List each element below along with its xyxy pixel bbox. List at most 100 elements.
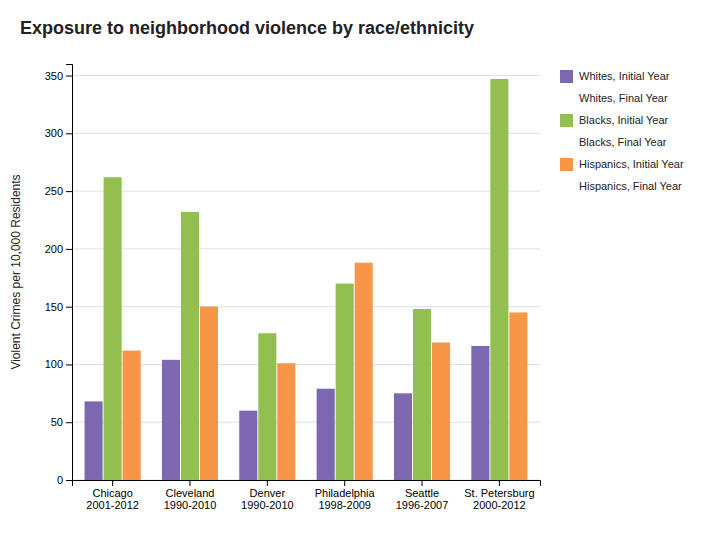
y-tick-mark (66, 480, 72, 481)
bar (104, 177, 122, 480)
x-tick: St. Petersburg2000-2012 (464, 480, 534, 511)
x-tick-label-line: 1998-2009 (318, 499, 371, 511)
bar (181, 212, 199, 480)
y-tick-label: 200 (45, 243, 63, 255)
x-tick: Chicago2001-2012 (86, 480, 139, 511)
y-tick-mark (66, 249, 72, 250)
x-tick-label-line: 1990-2010 (164, 499, 217, 511)
grid-line (72, 75, 540, 76)
x-tick-mark (112, 480, 113, 486)
y-tick-label: 350 (45, 70, 63, 82)
bar (336, 284, 354, 480)
bar (490, 79, 508, 480)
bar-series (104, 79, 509, 480)
x-tick-label: Cleveland1990-2010 (164, 487, 217, 512)
y-tick-label: 50 (51, 416, 63, 428)
legend: Whites, Initial Year Whites, Final Year Bl… (560, 70, 684, 192)
bar (85, 401, 103, 480)
x-tick-label: Chicago2001-2012 (86, 487, 139, 512)
x-tick-label-line: Chicago (92, 487, 132, 499)
y-tick: 200 (45, 243, 72, 255)
legend-item: Whites, Initial Year (560, 70, 670, 83)
grid-line (72, 133, 540, 134)
y-tick-mark (66, 133, 72, 134)
bar (509, 312, 527, 480)
legend-swatch (560, 158, 573, 171)
y-tick-mark (66, 76, 72, 77)
y-tick: 100 (45, 358, 72, 370)
legend-label: Blacks, Final Year (579, 136, 667, 148)
bar (317, 389, 335, 480)
y-tick-mark (66, 307, 72, 308)
x-tick: Philadelphia1998-2009 (315, 480, 376, 511)
x-axis: Chicago2001-2012Cleveland1990-2010Denver… (73, 480, 541, 511)
grid-line (72, 306, 540, 307)
y-tick: 0 (57, 474, 72, 486)
chart-container: Exposure to neighborhood violence by rac… (0, 0, 720, 540)
y-axis: 0 50 100 150 200 250 300 350 (45, 65, 73, 487)
bar (277, 363, 295, 480)
bar (394, 393, 412, 480)
x-tick-label-line: St. Petersburg (464, 487, 534, 499)
legend-item: Hispanics, Final Year (579, 180, 682, 192)
grid-line (72, 248, 540, 249)
legend-item: Whites, Final Year (579, 92, 668, 104)
grid-line (72, 422, 540, 423)
y-tick: 350 (45, 70, 72, 82)
x-tick-label: Seattle1996-2007 (396, 487, 449, 512)
x-axis-line (73, 481, 541, 487)
bar (239, 411, 257, 480)
y-tick: 300 (45, 127, 72, 139)
x-tick-label: Philadelphia1998-2009 (315, 487, 376, 512)
x-tick-label-line: 2001-2012 (86, 499, 139, 511)
legend-label: Blacks, Initial Year (579, 114, 669, 126)
y-tick: 250 (45, 185, 72, 197)
y-tick-mark (66, 422, 72, 423)
x-tick-label-line: Seattle (405, 487, 439, 499)
bars (85, 79, 528, 480)
y-tick: 150 (45, 301, 72, 313)
x-tick-label-line: Denver (250, 487, 286, 499)
y-tick-label: 250 (45, 185, 63, 197)
y-tick-label: 300 (45, 127, 63, 139)
grid-line (72, 364, 540, 365)
grid (72, 76, 540, 480)
y-tick-mark (66, 364, 72, 365)
x-tick: Cleveland1990-2010 (164, 480, 217, 511)
y-axis-line (66, 65, 73, 481)
x-tick: Seattle1996-2007 (396, 480, 449, 511)
y-tick-label: 150 (45, 301, 63, 313)
x-tick-mark (422, 480, 423, 486)
x-tick-mark (499, 480, 500, 486)
legend-item: Hispanics, Initial Year (560, 158, 684, 171)
x-tick-label-line: Cleveland (166, 487, 215, 499)
y-tick-mark (66, 191, 72, 192)
legend-item: Blacks, Initial Year (560, 114, 669, 127)
x-tick-label-line: 1990-2010 (241, 499, 294, 511)
x-tick-mark (344, 480, 345, 486)
bar (355, 263, 373, 480)
y-tick: 50 (51, 416, 72, 428)
legend-item: Blacks, Final Year (579, 136, 667, 148)
x-tick-mark (189, 480, 190, 486)
y-axis-title: Violent Crimes per 10,000 Residents (9, 174, 23, 369)
legend-label: Hispanics, Initial Year (579, 158, 684, 170)
legend-swatch (560, 114, 573, 127)
x-tick-label-line: Philadelphia (315, 487, 376, 499)
x-tick-label-line: 2000-2012 (473, 499, 526, 511)
x-tick: Denver1990-2010 (241, 480, 294, 511)
bar (162, 360, 180, 480)
x-tick-label-line: 1996-2007 (396, 499, 449, 511)
bar (432, 342, 450, 480)
bar (471, 346, 489, 480)
y-tick-label: 0 (57, 474, 63, 486)
y-tick-label: 100 (45, 358, 63, 370)
bar (200, 307, 218, 480)
legend-swatch (560, 70, 573, 83)
bar (258, 333, 276, 480)
bar (413, 309, 431, 480)
legend-label: Hispanics, Final Year (579, 180, 682, 192)
legend-label: Whites, Final Year (579, 92, 668, 104)
grid-line (72, 191, 540, 192)
x-tick-label: Denver1990-2010 (241, 487, 294, 512)
